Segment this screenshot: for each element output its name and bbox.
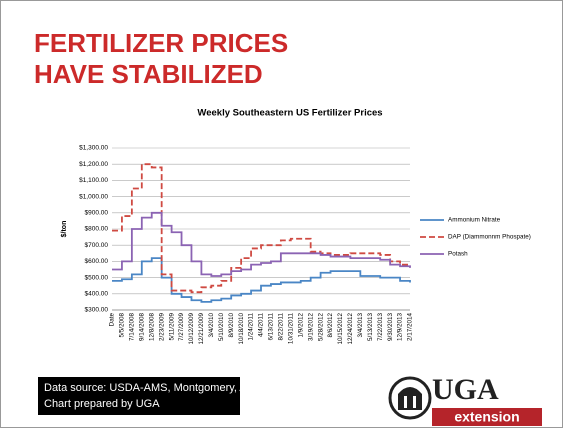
series-line <box>112 211 411 277</box>
source-box <box>38 377 240 415</box>
x-tick-label: 7/22/2013 <box>377 313 384 342</box>
x-tick-label: 3/4/2013 <box>357 313 364 338</box>
logo-arch <box>398 387 422 410</box>
source-text: Data source: USDA-AMS, Montgomery, AL <box>44 382 253 394</box>
y-tick-label: $600.00 <box>85 258 109 265</box>
x-tick-label: 8/22/2011 <box>278 313 285 341</box>
x-tick-label: 5/11/2009 <box>168 313 175 341</box>
y-tick-label: $1,200.00 <box>79 161 108 168</box>
legend-label: Potash <box>448 251 468 258</box>
logo: UGA extension <box>388 373 542 426</box>
logo-pillar <box>404 396 407 408</box>
y-tick-label: $700.00 <box>85 242 109 249</box>
series-line <box>112 257 411 303</box>
y-axis-label: $/ton <box>61 221 68 238</box>
x-tick-label: 5/13/2013 <box>367 313 374 342</box>
y-tick-label: $300.00 <box>85 307 109 314</box>
x-tick-label: 5/28/2012 <box>317 313 324 342</box>
x-tick-label: 3/4/2010 <box>208 313 215 338</box>
x-tick-label: 12/21/2009 <box>198 313 205 345</box>
x-tick-label: 12/8/2008 <box>148 313 155 342</box>
x-tick-label: 5/5/2008 <box>119 313 126 338</box>
x-tick-label: 3/19/2012 <box>307 313 314 342</box>
logo-bar <box>432 408 542 426</box>
x-tick-label: 10/12/2009 <box>188 313 195 345</box>
x-tick-label: 7/14/2008 <box>129 313 136 342</box>
x-tick-label: 10/15/2012 <box>337 313 344 345</box>
legend-label: DAP (Diammonnm Phospate) <box>448 234 531 241</box>
x-tick-label: 12/24/2012 <box>347 313 354 345</box>
x-tick-label: 7/27/2009 <box>178 313 185 342</box>
x-tick-label: 2/23/2009 <box>158 313 165 342</box>
slide-title: HAVE STABILIZED <box>34 59 263 89</box>
logo-text: UGA <box>432 373 499 406</box>
series-line <box>112 163 411 294</box>
x-tick-label: 1/9/2012 <box>297 313 304 338</box>
x-tick-label: 10/31/2011 <box>287 313 294 345</box>
y-tick-label: $1,300.00 <box>79 145 108 152</box>
logo-sub: extension <box>454 409 519 425</box>
source-text: Chart prepared by UGA <box>44 398 160 410</box>
y-tick-label: $900.00 <box>85 210 109 217</box>
y-tick-label: $400.00 <box>85 291 109 298</box>
logo-pillar <box>413 396 416 408</box>
y-tick-label: $800.00 <box>85 226 109 233</box>
y-tick-label: $500.00 <box>85 274 109 281</box>
y-tick-label: $1,100.00 <box>79 177 108 184</box>
y-tick-label: $1,000.00 <box>79 193 108 200</box>
chart-title: Weekly Southeastern US Fertilizer Prices <box>197 108 382 119</box>
x-tick-label: 8/6/2012 <box>327 313 334 338</box>
x-tick-label: 10/18/2010 <box>238 313 245 345</box>
slide-title: FERTILIZER PRICES <box>34 28 288 58</box>
x-tick-label: 5/10/2010 <box>218 313 225 342</box>
x-tick-label: Date <box>109 313 116 327</box>
x-tick-label: 9/30/2013 <box>387 313 394 342</box>
x-tick-label: 2/17/2014 <box>407 313 414 342</box>
x-tick-label: 9/14/2008 <box>138 313 145 342</box>
x-tick-label: 12/9/2013 <box>397 313 404 342</box>
x-tick-label: 4/4/2011 <box>258 313 265 338</box>
x-tick-label: 6/13/2011 <box>268 313 275 341</box>
x-tick-label: 8/9/2010 <box>228 313 235 338</box>
x-tick-label: 1/24/2011 <box>248 313 255 341</box>
legend-label: Ammonium Nitrate <box>448 217 501 224</box>
